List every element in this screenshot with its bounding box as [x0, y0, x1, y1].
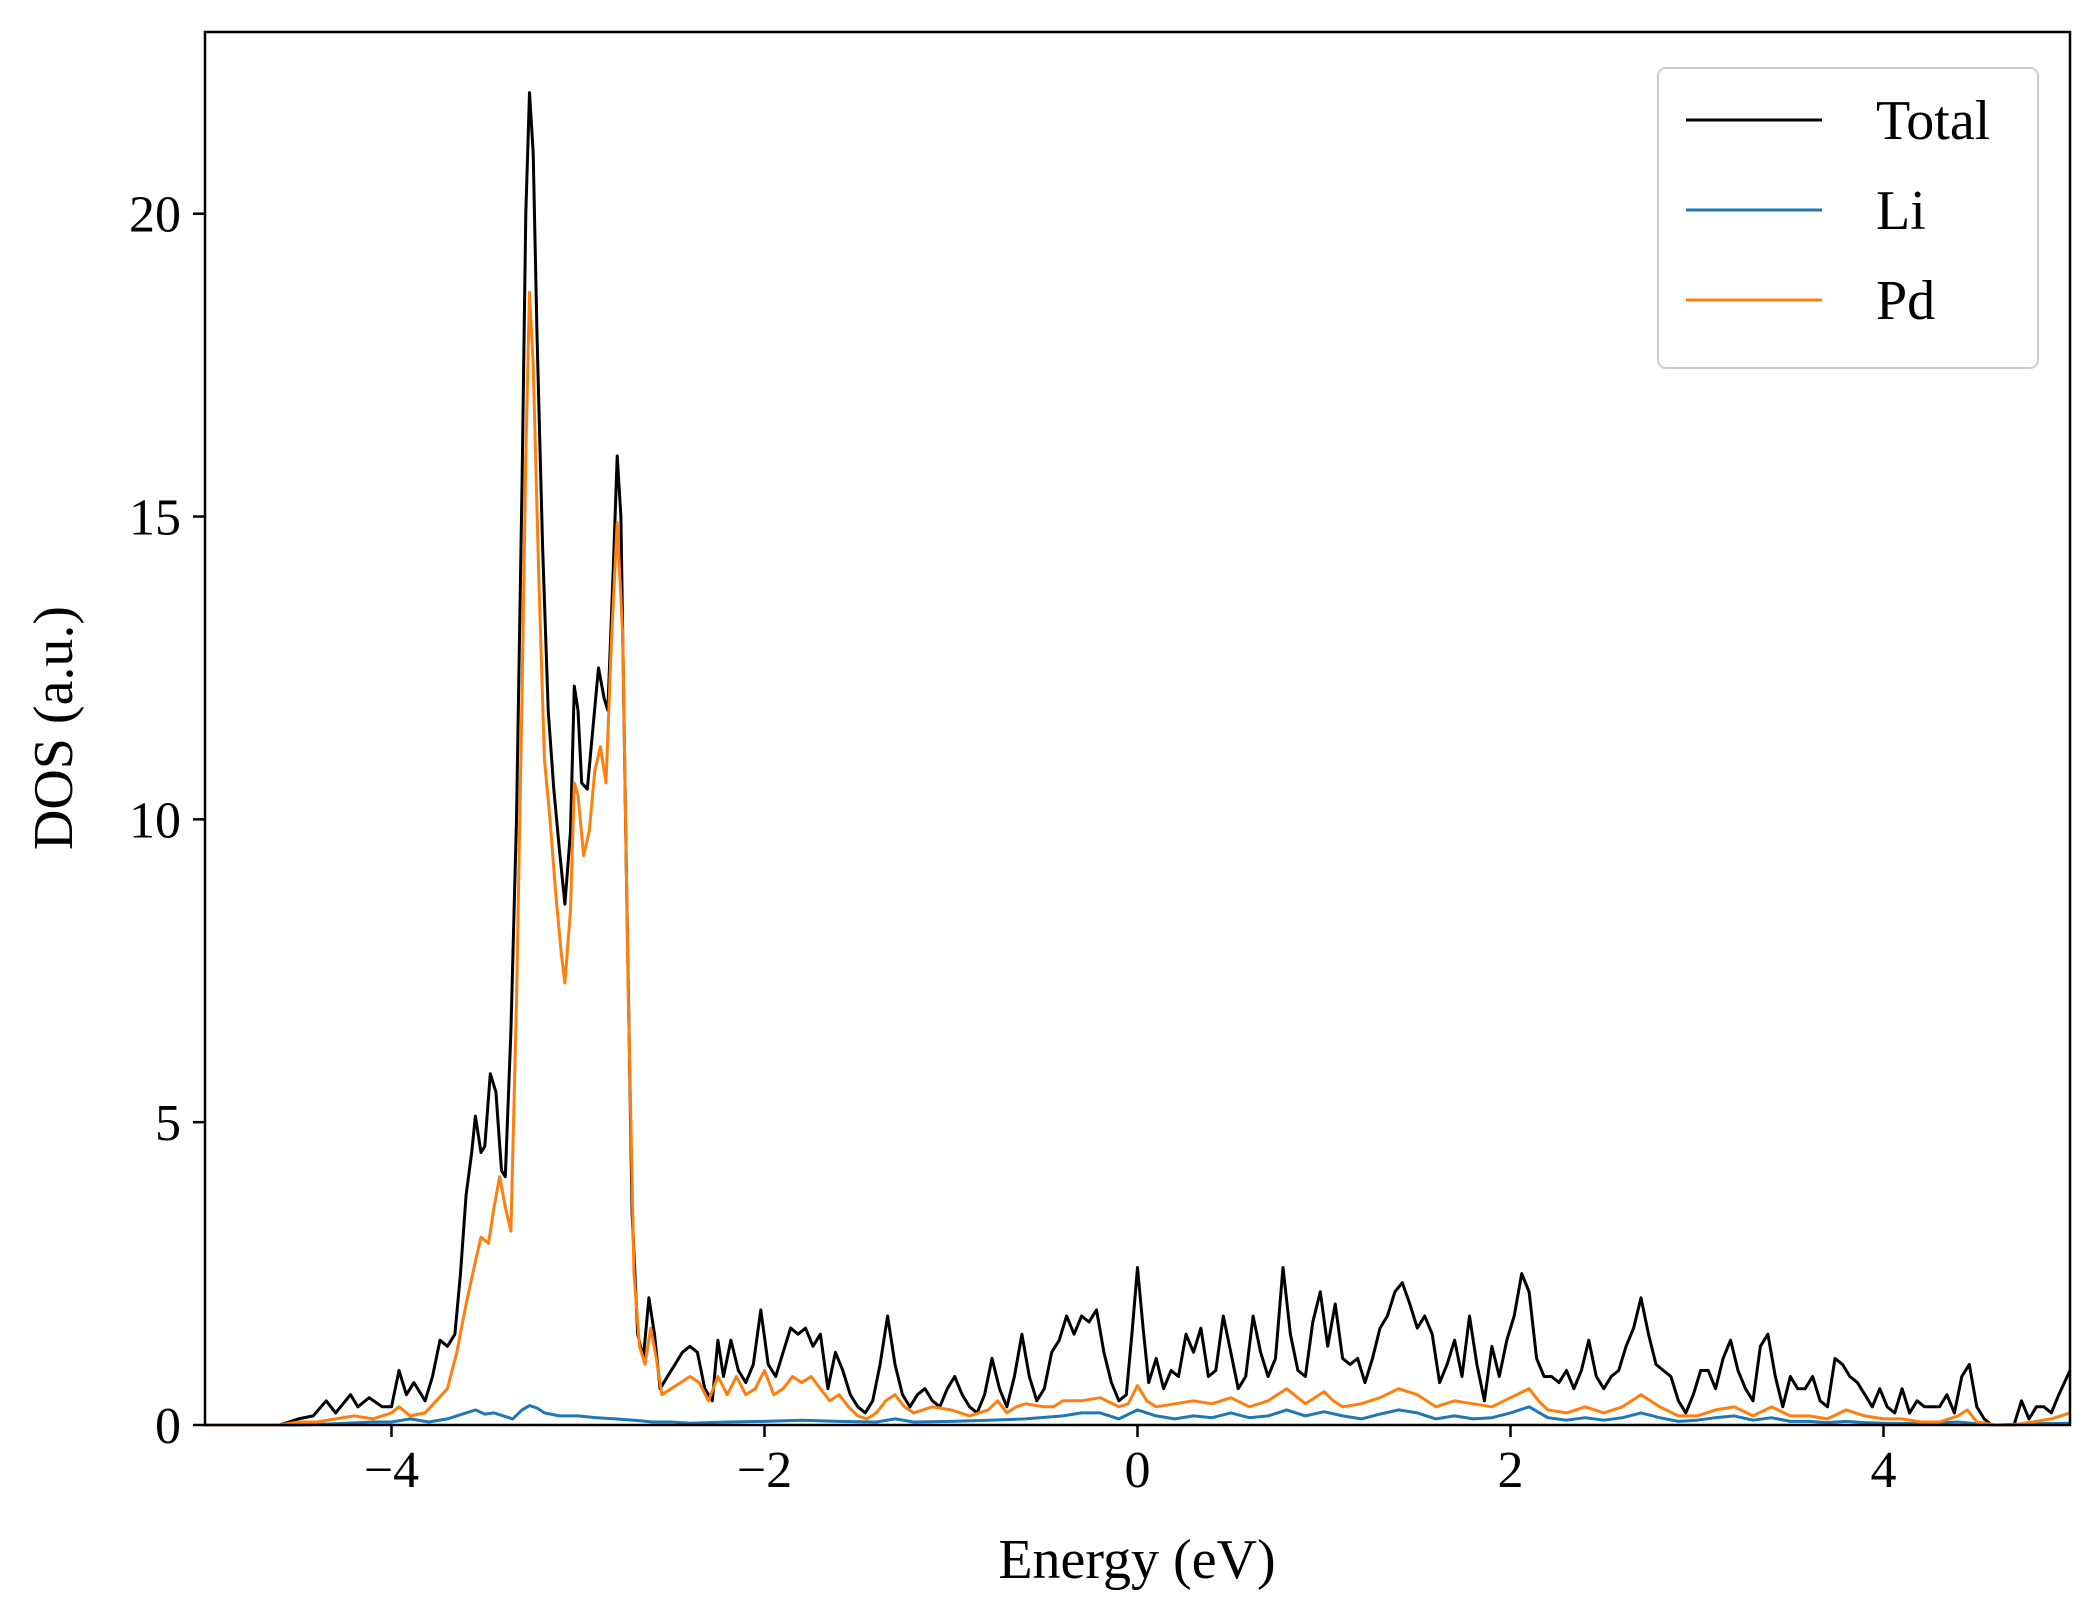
x-axis: −4 −2 0 2 4 — [364, 1425, 1897, 1499]
y-axis: 0 5 10 15 20 — [129, 187, 205, 1455]
plot-series — [205, 91, 2072, 1427]
series-line-li — [205, 1404, 2071, 1427]
legend-label-pd: Pd — [1876, 270, 1935, 332]
series-line-pd — [205, 290, 2071, 1427]
y-tick-label: 10 — [129, 792, 181, 849]
y-tick-label: 15 — [129, 490, 181, 547]
x-axis-title: Energy (eV) — [998, 1529, 1275, 1591]
x-tick-label: 0 — [1125, 1442, 1151, 1499]
y-tick-label: 0 — [155, 1398, 181, 1455]
legend-label-total: Total — [1876, 90, 1990, 152]
x-tick-label: 4 — [1871, 1442, 1897, 1499]
y-tick-label: 5 — [155, 1095, 181, 1152]
x-tick-label: −4 — [364, 1442, 419, 1499]
x-tick-label: −2 — [737, 1442, 792, 1499]
y-tick-label: 20 — [129, 187, 181, 244]
x-tick-label: 2 — [1498, 1442, 1524, 1499]
legend: Total Li Pd — [1657, 67, 2039, 369]
legend-box — [1657, 67, 2039, 369]
legend-label-li: Li — [1876, 180, 1926, 242]
series-line-total — [205, 91, 2072, 1427]
y-axis-title: DOS (a.u.) — [23, 606, 85, 850]
